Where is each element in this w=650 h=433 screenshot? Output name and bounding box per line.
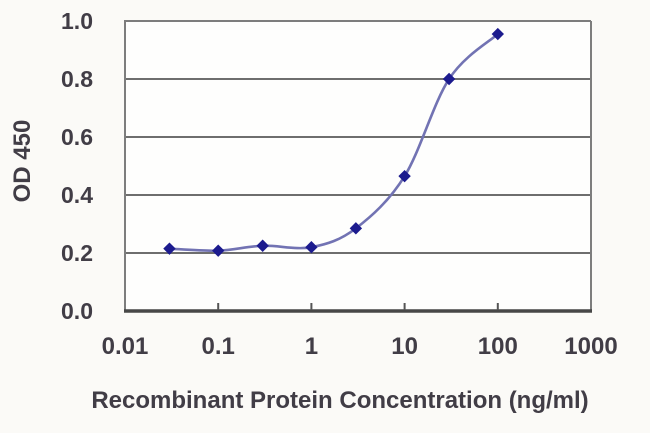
curve-line bbox=[169, 33, 499, 253]
data-point-marker bbox=[305, 240, 318, 254]
data-point-marker bbox=[491, 27, 505, 41]
y-tick-label: 0.4 bbox=[61, 182, 93, 208]
x-tick-label: 0.1 bbox=[201, 333, 235, 360]
y-tick-label: 0.2 bbox=[61, 240, 93, 266]
data-point-marker bbox=[349, 222, 363, 235]
y-tick-label: 1.0 bbox=[61, 8, 93, 34]
y-tick-label: 0.6 bbox=[61, 124, 93, 150]
plot-area bbox=[125, 21, 591, 311]
data-point-marker bbox=[442, 72, 456, 86]
data-point-marker bbox=[163, 242, 176, 255]
data-point-marker bbox=[398, 169, 411, 183]
data-point-marker bbox=[211, 244, 225, 257]
x-tick-label: 0.01 bbox=[101, 333, 149, 360]
y-tick-label: 0.8 bbox=[61, 66, 93, 92]
x-tick-label: 1 bbox=[304, 333, 319, 360]
x-axis-title: Recombinant Protein Concentration (ng/ml… bbox=[91, 387, 589, 414]
x-tick-label: 10 bbox=[391, 333, 418, 360]
x-tick-label: 1000 bbox=[564, 333, 618, 360]
x-tick-label: 100 bbox=[477, 333, 518, 360]
y-axis-title: OD 450 bbox=[9, 119, 36, 203]
y-tick-label: 0.0 bbox=[61, 298, 93, 324]
data-point-marker bbox=[256, 239, 269, 252]
